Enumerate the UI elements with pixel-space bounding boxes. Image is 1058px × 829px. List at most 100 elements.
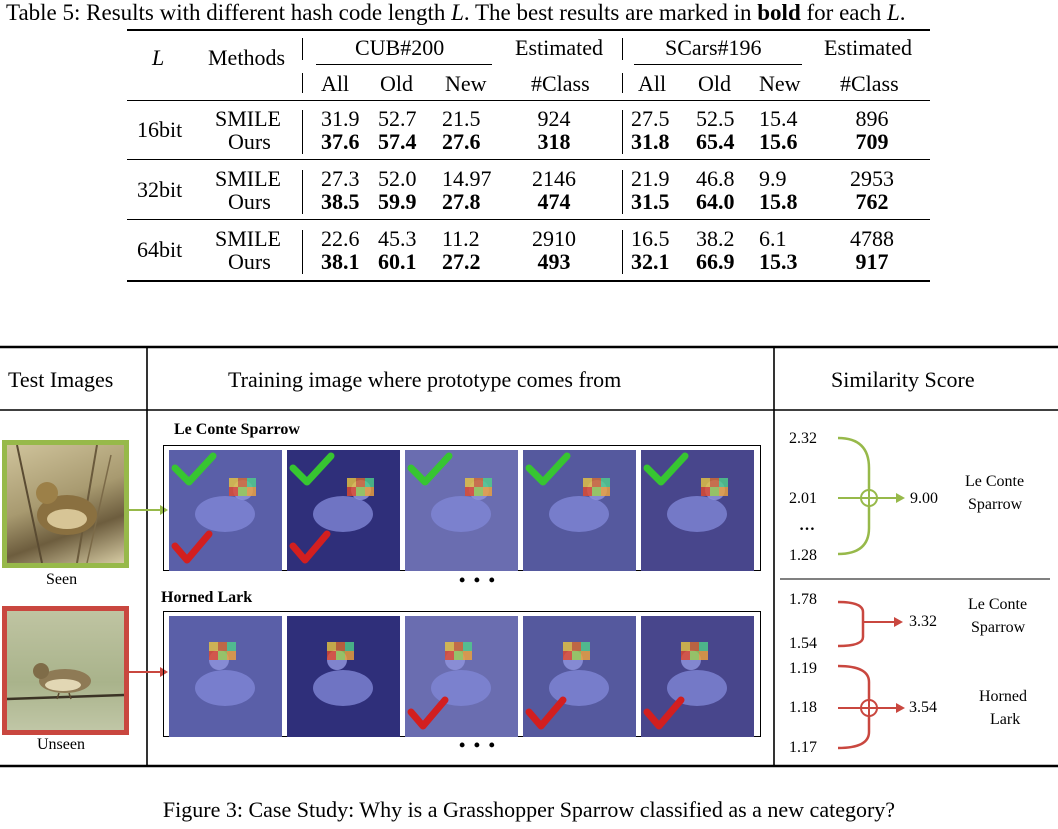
cub-estimated-class: 2146 bbox=[532, 166, 576, 191]
row-separator bbox=[302, 170, 304, 214]
unseen-class-b-line2: Lark bbox=[990, 711, 1021, 728]
prototype-image bbox=[523, 616, 636, 737]
seen-test-image bbox=[2, 440, 129, 568]
cub-value: 57.4 bbox=[378, 129, 417, 154]
unseen-label: Unseen bbox=[37, 736, 85, 753]
sub-header-new: New bbox=[759, 71, 801, 96]
scars-estimated-class: 896 bbox=[855, 106, 889, 131]
unseen-total-b: 3.54 bbox=[909, 699, 937, 716]
sub-header-all: All bbox=[638, 71, 667, 96]
ellipsis: • • • bbox=[459, 735, 497, 755]
table-header-rule bbox=[127, 100, 930, 102]
row-label: 16bit bbox=[137, 117, 183, 142]
scars-value: 31.8 bbox=[631, 129, 670, 154]
cub-estimated-class: 474 bbox=[537, 189, 571, 214]
cub-value: 27.2 bbox=[442, 249, 481, 274]
figure3-frame bbox=[0, 345, 1058, 768]
similarity-diagram bbox=[837, 436, 905, 750]
prototype-image bbox=[641, 616, 754, 737]
seen-label: Seen bbox=[46, 571, 78, 588]
seen-arrow-icon bbox=[128, 505, 168, 515]
unseen-class-a-line1: Le Conte bbox=[968, 596, 1028, 613]
seen-total-score: 9.00 bbox=[910, 490, 938, 507]
cub-value: 22.6 bbox=[321, 226, 360, 251]
method-ours: Ours bbox=[228, 249, 271, 274]
unseen-score-a: 1.78 bbox=[789, 591, 817, 608]
method-ours: Ours bbox=[228, 189, 271, 214]
cub-value: 52.0 bbox=[378, 166, 417, 191]
row-separator bbox=[302, 110, 304, 154]
method-smile: SMILE bbox=[215, 106, 281, 131]
unseen-score-b: 1.19 bbox=[789, 660, 817, 677]
cub-estimated-class: 924 bbox=[537, 106, 571, 131]
seen-class-line2: Sparrow bbox=[968, 496, 1023, 513]
scars-value: 64.0 bbox=[696, 189, 735, 214]
unseen-class-a-line2: Sparrow bbox=[971, 619, 1026, 636]
unseen-score-a: 1.54 bbox=[789, 635, 817, 652]
sparrow-image bbox=[16, 444, 112, 564]
class-header-scars: #Class bbox=[840, 71, 899, 96]
prototype-image bbox=[287, 616, 400, 737]
row-separator bbox=[622, 170, 624, 214]
scars-value: 21.9 bbox=[631, 166, 670, 191]
unseen-arrow-icon bbox=[128, 667, 168, 677]
sub-header-all: All bbox=[321, 71, 350, 96]
cub-estimated-class: 318 bbox=[537, 129, 571, 154]
prototype-image bbox=[169, 616, 282, 737]
scars-value: 15.8 bbox=[759, 189, 798, 214]
unseen-score-b: 1.17 bbox=[789, 739, 817, 756]
scars-estimated-class: 762 bbox=[855, 189, 889, 214]
header-separator bbox=[622, 38, 624, 60]
seen-score: 1.28 bbox=[789, 547, 817, 564]
sub-header-new: New bbox=[445, 71, 487, 96]
unseen-class-b-line1: Horned bbox=[979, 688, 1027, 705]
seen-score-ellipsis: … bbox=[799, 517, 815, 534]
class-title-horned-lark: Horned Lark bbox=[161, 589, 253, 606]
header-separator bbox=[622, 73, 624, 93]
scars-value: 65.4 bbox=[696, 129, 735, 154]
cub-value: 38.1 bbox=[321, 249, 360, 274]
scars-value: 15.4 bbox=[759, 106, 798, 131]
prototype-image bbox=[169, 450, 282, 571]
cub-value: 27.8 bbox=[442, 189, 481, 214]
col-methods-header: Methods bbox=[208, 45, 285, 70]
estimated-header-cub: Estimated bbox=[515, 35, 603, 60]
cub-value: 37.6 bbox=[321, 129, 360, 154]
header-test-images: Test Images bbox=[8, 367, 114, 392]
scars-estimated-class: 2953 bbox=[850, 166, 894, 191]
group-scars-underline bbox=[634, 64, 802, 65]
scars-estimated-class: 709 bbox=[855, 129, 889, 154]
cub-estimated-class: 493 bbox=[537, 249, 571, 274]
scars-value: 9.9 bbox=[759, 166, 787, 191]
cub-value: 14.97 bbox=[442, 166, 492, 191]
scars-value: 15.6 bbox=[759, 129, 798, 154]
scars-value: 66.9 bbox=[696, 249, 735, 274]
scars-value: 6.1 bbox=[759, 226, 787, 251]
cub-value: 27.3 bbox=[321, 166, 360, 191]
estimated-header-scars: Estimated bbox=[824, 35, 912, 60]
method-smile: SMILE bbox=[215, 166, 281, 191]
row-label: 32bit bbox=[137, 177, 183, 202]
unseen-score-b: 1.18 bbox=[789, 699, 817, 716]
scars-value: 46.8 bbox=[696, 166, 735, 191]
row-separator bbox=[622, 110, 624, 154]
ellipsis: • • • bbox=[459, 570, 497, 590]
scars-value: 27.5 bbox=[631, 106, 670, 131]
seen-score: 2.01 bbox=[789, 490, 817, 507]
scars-value: 52.5 bbox=[696, 106, 735, 131]
sub-header-old: Old bbox=[698, 71, 731, 96]
cub-value: 27.6 bbox=[442, 129, 481, 154]
cub-value: 21.5 bbox=[442, 106, 481, 131]
prototype-image bbox=[523, 450, 636, 571]
class-header-cub: #Class bbox=[531, 71, 590, 96]
scars-value: 38.2 bbox=[696, 226, 735, 251]
table5-caption: Table 5: Results with different hash cod… bbox=[6, 0, 906, 25]
cub-value: 59.9 bbox=[378, 189, 417, 214]
unseen-total-a: 3.32 bbox=[909, 613, 937, 630]
cub-value: 45.3 bbox=[378, 226, 417, 251]
row-separator bbox=[622, 230, 624, 274]
group-cub-underline bbox=[316, 64, 492, 65]
cub-value: 38.5 bbox=[321, 189, 360, 214]
table-row-rule bbox=[127, 159, 930, 160]
grasshopper-sparrow-image bbox=[6, 663, 125, 701]
